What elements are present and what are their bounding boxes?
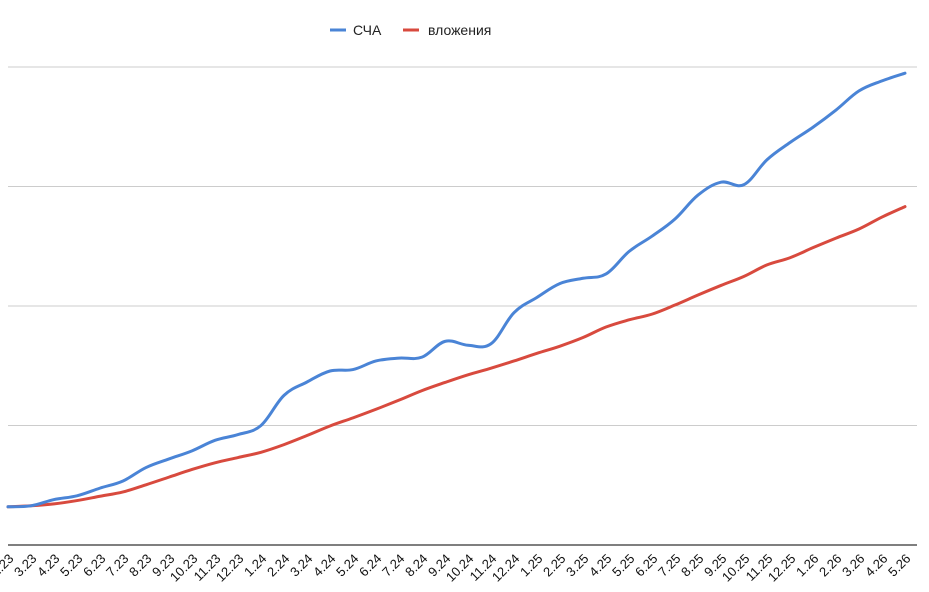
x-tick-label: 6.23 (80, 551, 109, 580)
x-tick-label: 5.25 (609, 551, 638, 580)
x-tick-label: 5.24 (333, 551, 362, 580)
legend-item-series-2[interactable]: вложения (403, 22, 491, 38)
x-tick-label: 3.23 (11, 551, 40, 580)
x-tick-label: 2.25 (540, 551, 569, 580)
legend-label-series-1: СЧА (353, 22, 382, 38)
x-tick-label: 4.23 (34, 551, 63, 580)
x-tick-label: 6.25 (632, 551, 661, 580)
series-line-1[interactable] (6, 71, 907, 509)
x-tick-label: 8.24 (402, 551, 431, 580)
x-tick-label: 8.23 (126, 551, 155, 580)
legend: СЧА вложения (330, 22, 491, 38)
x-tick-label: 3.24 (287, 551, 316, 580)
x-tick-label: 7.24 (379, 551, 408, 580)
legend-item-series-1[interactable]: СЧА (330, 22, 382, 38)
x-tick-label: 3.26 (839, 551, 868, 580)
x-tick-label: 1.24 (241, 551, 270, 580)
x-tick-label: 5.23 (57, 551, 86, 580)
x-tick-label: 8.25 (678, 551, 707, 580)
x-tick-label: 2.26 (816, 551, 845, 580)
x-tick-label: 6.24 (356, 551, 385, 580)
x-tick-label: 1.26 (793, 551, 822, 580)
x-tick-label: 2.24 (264, 551, 293, 580)
x-tick-label: 4.25 (586, 551, 615, 580)
series-line-2[interactable] (6, 205, 907, 509)
x-tick-label: 1.25 (517, 551, 546, 580)
x-tick-label: 3.25 (563, 551, 592, 580)
x-tick-label: 7.23 (103, 551, 132, 580)
x-tick-label: 5.26 (885, 551, 914, 580)
x-tick-label: 7.25 (655, 551, 684, 580)
x-axis: 2.233.234.235.236.237.238.239.2310.2311.… (0, 551, 914, 585)
series-lines (6, 71, 907, 509)
x-tick-label: 4.26 (862, 551, 891, 580)
legend-label-series-2: вложения (428, 22, 491, 38)
x-tick-label: 4.24 (310, 551, 339, 580)
gridlines (8, 66, 917, 546)
